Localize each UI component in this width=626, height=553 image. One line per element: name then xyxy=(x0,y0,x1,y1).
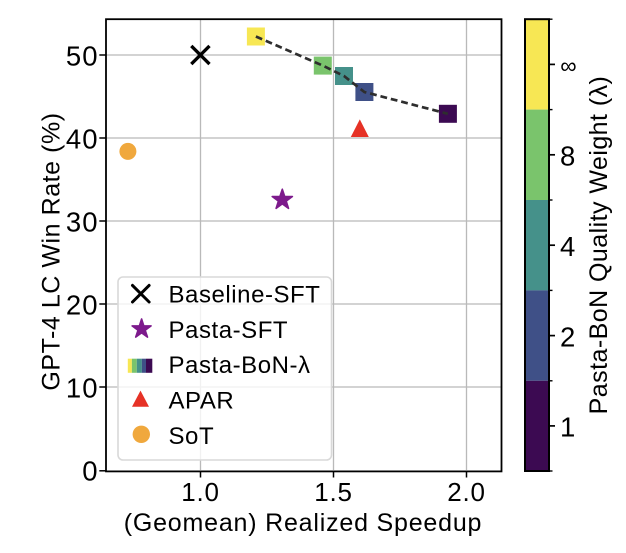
svg-text:Baseline-SFT: Baseline-SFT xyxy=(169,281,321,308)
svg-text:8: 8 xyxy=(560,141,575,172)
svg-text:Pasta-SFT: Pasta-SFT xyxy=(169,317,289,344)
svg-text:GPT-4 LC Win Rate (%): GPT-4 LC Win Rate (%) xyxy=(38,112,66,390)
svg-text:Pasta-BoN Quality Weight (λ): Pasta-BoN Quality Weight (λ) xyxy=(585,76,613,415)
svg-text:Pasta-BoN-λ: Pasta-BoN-λ xyxy=(169,352,311,379)
svg-text:10: 10 xyxy=(66,372,99,403)
svg-text:1: 1 xyxy=(560,412,575,443)
svg-text:SoT: SoT xyxy=(169,423,215,450)
svg-text:(Geomean) Realized Speedup: (Geomean) Realized Speedup xyxy=(124,509,483,537)
svg-text:20: 20 xyxy=(66,289,99,320)
svg-text:1.5: 1.5 xyxy=(314,477,353,507)
svg-text:50: 50 xyxy=(66,40,99,71)
svg-text:1.0: 1.0 xyxy=(181,477,220,507)
svg-text:30: 30 xyxy=(66,206,99,237)
svg-text:0: 0 xyxy=(82,455,98,486)
svg-text:4: 4 xyxy=(560,231,575,262)
svg-text:40: 40 xyxy=(66,123,99,154)
svg-text:2.0: 2.0 xyxy=(447,477,486,507)
svg-text:APAR: APAR xyxy=(169,388,235,415)
svg-text:2: 2 xyxy=(560,321,575,352)
svg-text:∞: ∞ xyxy=(560,53,576,79)
